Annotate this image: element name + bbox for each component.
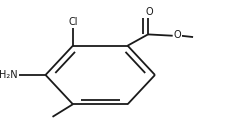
Text: H₂N: H₂N: [0, 70, 18, 80]
Text: O: O: [174, 30, 181, 40]
Text: O: O: [145, 7, 153, 17]
Text: Cl: Cl: [68, 17, 78, 27]
